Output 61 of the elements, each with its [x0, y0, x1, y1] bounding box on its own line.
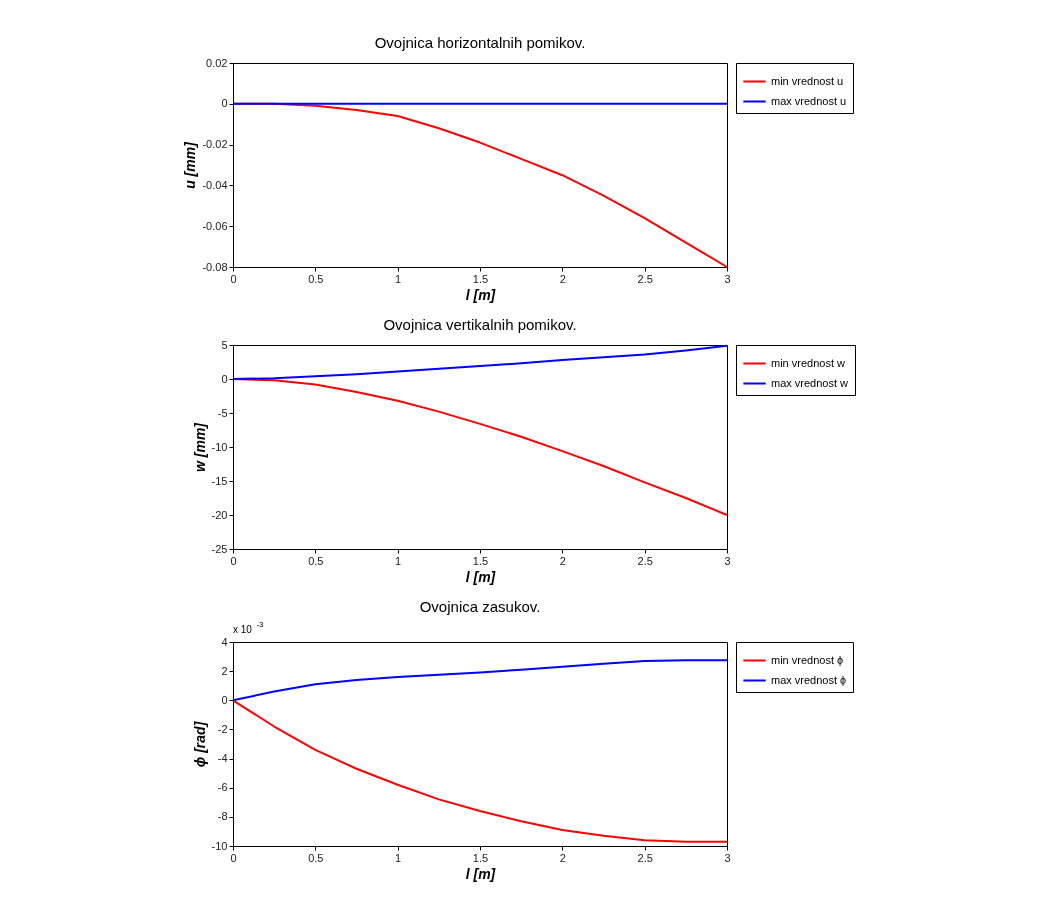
chart-title: Ovojnica zasukov. — [419, 598, 541, 615]
y-tick-label: 0 — [221, 372, 228, 385]
legend-label: max vrednost ϕ — [771, 673, 847, 686]
y-tick-label: 5 — [221, 338, 228, 351]
x-tick-label: 3 — [724, 851, 731, 864]
y-tick-label: -8 — [217, 810, 228, 823]
y-tick-label: -0.02 — [202, 138, 228, 151]
y-tick-label: -0.06 — [202, 219, 228, 232]
x-tick-label: 1.5 — [472, 554, 489, 567]
x-tick-label: 2.5 — [637, 272, 653, 285]
x-tick-label: 0.5 — [308, 554, 324, 567]
x-tick-label: 3 — [724, 272, 731, 285]
legend-label: max vrednost w — [771, 376, 849, 389]
y-axis-title: ϕ [rad] — [191, 720, 208, 768]
y-tick-label: -10 — [211, 440, 228, 453]
x-axis-title: l [m] — [465, 865, 497, 882]
x-tick-label: 3 — [724, 554, 731, 567]
x-tick-label: 0 — [230, 272, 237, 285]
y-tick-label: -2 — [217, 722, 228, 735]
legend-label: min vrednost ϕ — [771, 653, 844, 666]
x-tick-label: 0.5 — [308, 272, 324, 285]
y-axis-title: u [mm] — [182, 140, 199, 189]
y-tick-label: -15 — [211, 474, 228, 487]
x-tick-label: 2 — [559, 554, 566, 567]
legend-label: min vrednost u — [771, 74, 844, 87]
x-tick-label: 1 — [395, 272, 402, 285]
x-tick-label: 1 — [395, 554, 402, 567]
chart-title: Ovojnica horizontalnih pomikov. — [374, 34, 586, 51]
y-tick-label: -10 — [211, 839, 228, 852]
line-series — [232, 344, 728, 380]
y-tick-label: 4 — [221, 635, 228, 648]
legend-label: min vrednost w — [771, 356, 846, 369]
y-tick-label: 0 — [221, 97, 228, 110]
y-axis-title: w [mm] — [191, 421, 208, 472]
y-tick-label: -25 — [211, 542, 228, 555]
y-tick-label: -0.08 — [202, 260, 228, 273]
y-tick-label: 0.02 — [206, 56, 228, 69]
y-tick-label: 0 — [221, 693, 228, 706]
chart-title: Ovojnica vertikalnih pomikov. — [383, 316, 577, 333]
x-axis-title: l [m] — [465, 568, 497, 585]
x-tick-label: 1.5 — [472, 851, 489, 864]
x-tick-label: 2.5 — [637, 554, 653, 567]
x-tick-label: 0.5 — [308, 851, 324, 864]
y-tick-label: -5 — [217, 406, 228, 419]
legend-label: max vrednost u — [771, 94, 847, 107]
x-tick-label: 2 — [559, 851, 566, 864]
y-tick-label: -0.04 — [202, 178, 228, 191]
x-tick-label: 1.5 — [472, 272, 489, 285]
y-tick-label: 2 — [221, 664, 228, 677]
text: x 10-3 — [233, 620, 265, 635]
x-tick-label: 2.5 — [637, 851, 653, 864]
x-tick-label: 1 — [395, 851, 402, 864]
y-tick-label: -20 — [211, 508, 228, 521]
y-tick-label: -4 — [217, 752, 228, 765]
line-series — [232, 699, 728, 843]
x-tick-label: 0 — [230, 851, 237, 864]
x-tick-label: 0 — [230, 554, 237, 567]
y-tick-label: -6 — [217, 781, 228, 794]
x-tick-label: 2 — [559, 272, 566, 285]
line-series — [232, 659, 728, 702]
x-axis-title: l [m] — [465, 286, 497, 303]
